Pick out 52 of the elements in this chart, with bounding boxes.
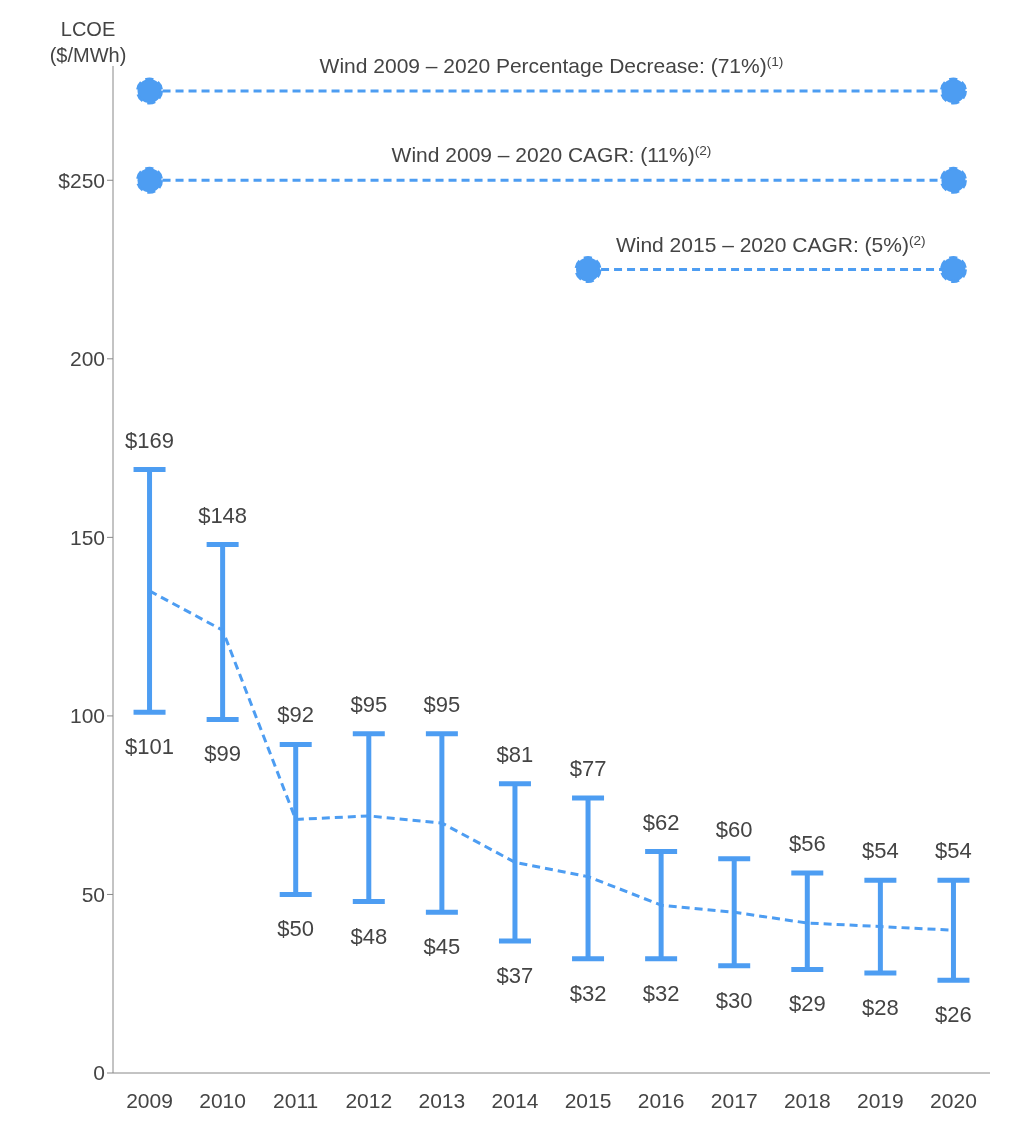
- annotation: $95: [423, 691, 461, 717]
- x-tick-label: 2012: [345, 1088, 393, 1112]
- y-tick-label: 50: [81, 882, 105, 906]
- annotation: $50: [277, 916, 315, 942]
- x-tick-label: 2009: [126, 1088, 173, 1112]
- y-axis-title: LCOE ($/MWh): [49, 18, 127, 66]
- point: [939, 77, 967, 105]
- annotation: $26: [935, 1002, 972, 1028]
- annotation: $62: [642, 809, 680, 835]
- series-label: Wind 2009 – 2020 CAGR: (11%)$^{(2)}$: [391, 142, 712, 167]
- x-tick-label: 2010: [199, 1088, 246, 1112]
- annotation: $169: [125, 427, 175, 453]
- point: [574, 256, 602, 284]
- annotation: $92: [277, 702, 315, 728]
- annotation: $148: [198, 502, 248, 528]
- annotation: $29: [788, 991, 826, 1017]
- annotation: $45: [423, 934, 461, 960]
- annotation: $60: [715, 816, 753, 842]
- annotation: $101: [125, 734, 175, 760]
- x-tick-label: 2014: [491, 1088, 539, 1112]
- series-label: Wind 2015 – 2020 CAGR: (5%)$^{(2)}$: [615, 232, 926, 256]
- annotation: $54: [862, 838, 899, 864]
- annotation: $95: [350, 691, 388, 717]
- x-tick-label: 2017: [710, 1088, 758, 1112]
- x-tick-label: 2013: [418, 1088, 466, 1112]
- annotation: $37: [496, 962, 534, 988]
- annotation: $56: [788, 831, 826, 857]
- annotation: $77: [569, 756, 607, 782]
- y-tick-label: 0: [93, 1061, 105, 1085]
- annotation: $32: [569, 980, 607, 1006]
- x-tick-label: 2020: [930, 1088, 977, 1112]
- point: [939, 166, 967, 194]
- point: [939, 256, 967, 284]
- y-tick-label: 150: [69, 525, 105, 549]
- x-tick-label: 2019: [857, 1088, 904, 1112]
- y-tick-label: 200: [69, 347, 105, 371]
- point: [136, 166, 164, 194]
- x-tick-label: 2018: [783, 1088, 831, 1112]
- annotation: $81: [496, 741, 534, 767]
- x-tick-label: 2011: [273, 1088, 319, 1112]
- x-tick-label: 2016: [637, 1088, 685, 1112]
- annotation: $28: [862, 995, 899, 1021]
- annotation: $54: [935, 838, 972, 864]
- annotation: $99: [204, 741, 241, 767]
- annotation: $30: [715, 987, 753, 1013]
- annotation: $48: [350, 923, 388, 949]
- y-tick-label: $250: [58, 168, 105, 192]
- y-tick-label: 100: [69, 704, 105, 728]
- point: [136, 77, 164, 105]
- series-label: Wind 2009 – 2020 Percentage Decrease: (71%)$^{(1)}$: [319, 53, 784, 77]
- annotation: $32: [642, 980, 680, 1006]
- x-tick-label: 2015: [564, 1088, 612, 1112]
